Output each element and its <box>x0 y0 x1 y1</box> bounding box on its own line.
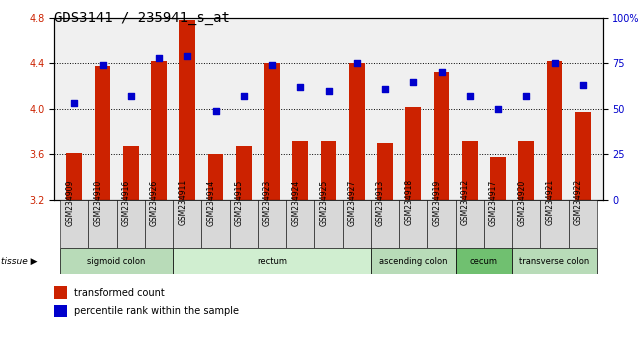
Text: sigmoid colon: sigmoid colon <box>87 257 146 266</box>
Text: GSM234922: GSM234922 <box>574 179 583 225</box>
Text: GSM234909: GSM234909 <box>65 179 74 225</box>
Point <box>578 82 588 88</box>
Text: GDS3141 / 235941_s_at: GDS3141 / 235941_s_at <box>54 11 230 25</box>
Bar <box>540 200 569 248</box>
Text: GSM234911: GSM234911 <box>178 179 187 225</box>
Point <box>352 61 362 66</box>
Bar <box>145 200 173 248</box>
Point <box>521 93 531 99</box>
Text: transformed count: transformed count <box>74 288 165 298</box>
Bar <box>151 61 167 200</box>
Bar <box>286 200 314 248</box>
Bar <box>236 147 251 200</box>
Bar <box>258 200 286 248</box>
Bar <box>569 200 597 248</box>
Bar <box>264 63 279 200</box>
Bar <box>54 286 67 299</box>
Point <box>267 62 277 68</box>
Text: GSM234914: GSM234914 <box>206 179 215 225</box>
Bar <box>343 200 371 248</box>
Text: GSM234921: GSM234921 <box>545 179 554 225</box>
Bar <box>349 63 365 200</box>
Bar <box>95 65 110 200</box>
Bar <box>547 61 562 200</box>
Text: percentile rank within the sample: percentile rank within the sample <box>74 306 238 316</box>
Bar <box>201 200 229 248</box>
Text: GSM234918: GSM234918 <box>404 179 413 225</box>
Text: ascending colon: ascending colon <box>379 257 447 266</box>
Point <box>126 93 136 99</box>
Bar <box>519 141 534 200</box>
Bar <box>512 200 540 248</box>
Bar <box>462 141 478 200</box>
Bar <box>512 248 597 274</box>
Bar <box>434 72 449 200</box>
Bar <box>123 147 138 200</box>
Text: GSM234926: GSM234926 <box>150 179 159 225</box>
Text: GSM234919: GSM234919 <box>433 179 442 225</box>
Bar <box>117 200 145 248</box>
Text: GSM234913: GSM234913 <box>376 179 385 225</box>
Bar <box>314 200 343 248</box>
Point <box>210 108 221 114</box>
Bar <box>173 248 371 274</box>
Point <box>295 84 305 90</box>
Bar <box>484 200 512 248</box>
Text: cecum: cecum <box>470 257 498 266</box>
Point <box>380 86 390 92</box>
Text: rectum: rectum <box>257 257 287 266</box>
Point <box>493 106 503 112</box>
Text: GSM234915: GSM234915 <box>235 179 244 225</box>
Text: GSM234925: GSM234925 <box>319 179 328 225</box>
Bar <box>229 200 258 248</box>
Bar <box>88 200 117 248</box>
Point <box>408 79 419 84</box>
Bar <box>371 248 456 274</box>
Bar <box>60 200 88 248</box>
Bar <box>54 305 67 317</box>
Text: GSM234924: GSM234924 <box>291 179 300 225</box>
Text: GSM234923: GSM234923 <box>263 179 272 225</box>
Point <box>154 55 164 61</box>
Bar <box>378 143 393 200</box>
Bar <box>371 200 399 248</box>
Text: transverse colon: transverse colon <box>519 257 590 266</box>
Bar <box>490 157 506 200</box>
Text: tissue ▶: tissue ▶ <box>1 257 37 266</box>
Point <box>323 88 333 93</box>
Point <box>465 93 475 99</box>
Text: GSM234927: GSM234927 <box>348 179 357 225</box>
Bar <box>399 200 428 248</box>
Text: GSM234916: GSM234916 <box>122 179 131 225</box>
Point <box>238 93 249 99</box>
Point <box>97 62 108 68</box>
Bar <box>67 153 82 200</box>
Point <box>182 53 192 59</box>
Point <box>437 69 447 75</box>
Bar <box>179 20 195 200</box>
Bar <box>208 154 223 200</box>
Bar <box>292 141 308 200</box>
Text: GSM234917: GSM234917 <box>489 179 498 225</box>
Bar <box>320 141 337 200</box>
Bar <box>173 200 201 248</box>
Text: GSM234920: GSM234920 <box>517 179 526 225</box>
Bar <box>456 248 512 274</box>
Point <box>549 61 560 66</box>
Bar <box>60 248 173 274</box>
Point <box>69 101 79 106</box>
Bar <box>456 200 484 248</box>
Bar <box>575 112 590 200</box>
Bar <box>428 200 456 248</box>
Text: GSM234910: GSM234910 <box>94 179 103 225</box>
Text: GSM234912: GSM234912 <box>461 179 470 225</box>
Bar <box>406 107 421 200</box>
